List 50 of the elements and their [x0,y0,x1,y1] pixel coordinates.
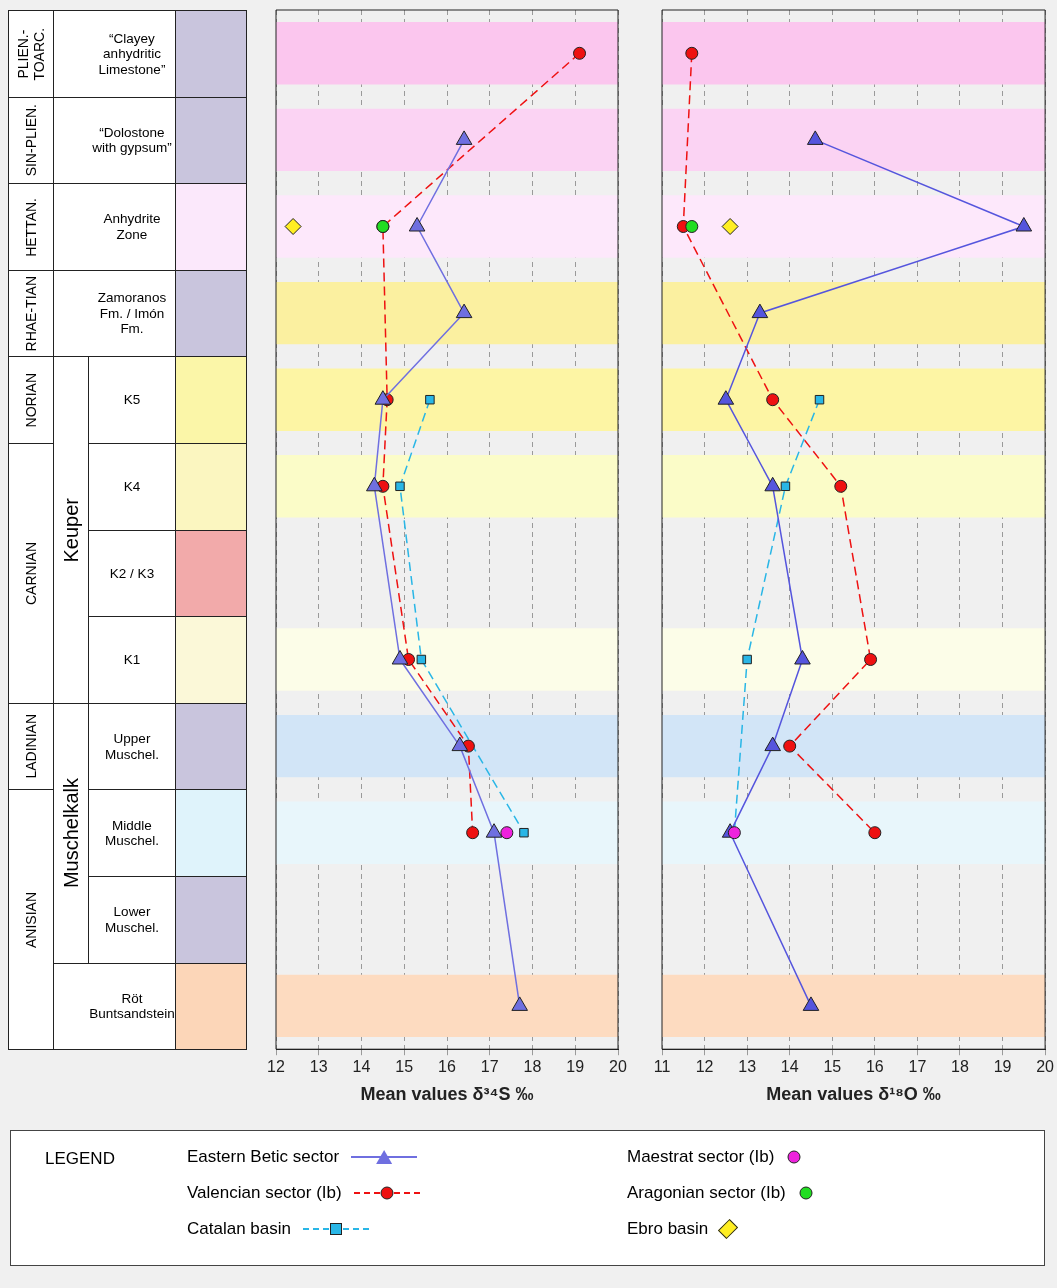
text: LADINIAN [22,714,40,779]
y-tick-label: “Dolostone with gypsum” [91,123,173,158]
text: NORIAN [22,372,40,428]
x-tick-label: 14 [352,1058,371,1076]
x-tick-label: 15 [395,1058,414,1076]
y-tick-label: Anhydrite Zone [102,210,162,244]
text: ANISIAN [22,891,40,948]
x-tick-label: 13 [309,1058,328,1076]
text: RHAE-TIAN [22,275,40,352]
y-tick-label: K1 [90,617,174,703]
x-tick-label: 14 [780,1058,799,1076]
text: Muschelkalk [59,778,83,889]
x-tick-label: 12 [267,1058,285,1076]
text: CARNIAN [22,541,40,605]
x-tick-label: 13 [738,1058,757,1076]
y-tick-label: Upper Muschel. [90,703,174,790]
x-tick-label: 18 [951,1058,969,1076]
x-tick-label: 17 [480,1058,499,1076]
x-tick-label: 16 [438,1058,456,1076]
y-tick-label: K4 [90,444,174,530]
legend-title: LEGEND [45,1149,115,1169]
legend-label: Maestrat sector (Ib) [627,1147,775,1167]
y-tick-label: K2 / K3 [90,530,174,617]
x-axis-title: Mean values δ³⁴S ‰ [360,1084,534,1105]
text: HETTAN. [22,197,40,257]
legend-label: Catalan basin [187,1219,291,1239]
x-tick-label: 16 [865,1058,884,1076]
x-tick-label: 20 [1036,1058,1055,1076]
x-tick-label: 19 [566,1058,585,1076]
y-tick-label: Zamoranos Fm. / Imón Fm. [96,289,168,339]
legend-label: Ebro basin [627,1219,709,1239]
text: Keuper [59,497,83,563]
y-tick-label: “Clayey anhydritic Limestone” [97,29,167,79]
x-tick-label: 19 [993,1058,1012,1076]
legend-label: Valencian sector (Ib) [187,1183,342,1203]
y-tick-label: Middle Muschel. [90,790,174,876]
y-tick-label: Röt Buntsandstein [89,989,175,1024]
legend-label: Eastern Betic sector [187,1147,340,1167]
x-tick-label: 17 [908,1058,927,1076]
x-tick-label: 12 [695,1058,714,1076]
x-tick-label: 20 [609,1058,627,1076]
text: PLIEN.-TOARC. [14,26,48,83]
x-axis-title: Mean values δ¹⁸O ‰ [766,1084,941,1105]
x-tick-label: 11 [653,1058,671,1076]
y-tick-label: K5 [90,357,174,443]
legend-label: Aragonian sector (Ib) [627,1183,786,1203]
text: SIN-PLIEN. [22,104,40,177]
y-tick-label: Lower Muschel. [90,877,174,963]
x-tick-label: 18 [523,1058,542,1076]
x-tick-label: 15 [823,1058,842,1076]
